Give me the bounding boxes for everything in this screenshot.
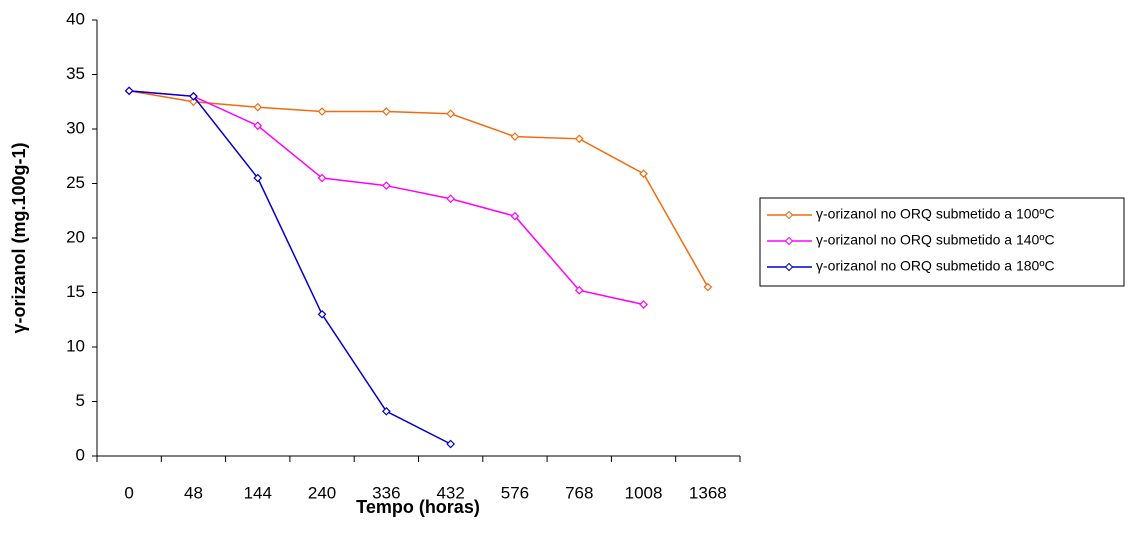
y-tick-label: 10: [66, 336, 85, 355]
legend-marker: [784, 262, 794, 272]
y-tick-label: 20: [66, 227, 85, 246]
point: [317, 173, 327, 183]
point: [574, 285, 584, 295]
point: [639, 300, 648, 309]
legend-marker: [784, 210, 794, 220]
x-tick-label: 144: [244, 483, 272, 502]
legend-marker: [784, 236, 794, 246]
y-axis-title: γ-orizanol (mg.100g-1): [9, 142, 29, 333]
series-line: [129, 90, 709, 288]
x-tick-label: 432: [436, 483, 464, 502]
point: [510, 132, 520, 141]
y-tick-label: 15: [66, 282, 85, 301]
legend-box: [759, 197, 1125, 287]
point: [189, 97, 198, 107]
legend-label: γ-orizanol no ORQ submetido a 100ºC: [816, 206, 1055, 222]
x-tick-label: 240: [308, 483, 336, 502]
point: [510, 211, 520, 221]
point: [124, 86, 134, 96]
legend-label: γ-orizanol no ORQ submetido a 140ºC: [816, 232, 1055, 248]
y-tick-label: 0: [76, 445, 85, 464]
x-tick-label: 768: [565, 483, 593, 502]
point: [639, 169, 648, 179]
point: [317, 107, 327, 116]
series-line: [129, 90, 451, 445]
series-line: [129, 90, 644, 306]
point: [189, 91, 198, 101]
point: [382, 107, 391, 116]
point: [382, 181, 391, 191]
point: [446, 194, 455, 204]
point: [253, 121, 263, 131]
x-tick-label: 1008: [625, 483, 663, 502]
x-tick-label: 0: [124, 483, 133, 502]
x-tick-label: 576: [501, 483, 529, 502]
x-axis-title: Tempo (horas): [356, 497, 480, 517]
x-tick-label: 336: [372, 483, 400, 502]
y-tick-label: 25: [66, 173, 85, 192]
point: [446, 439, 455, 449]
y-tick-label: 40: [66, 9, 85, 28]
x-tick-label: 48: [184, 483, 203, 502]
y-tick-label: 5: [76, 391, 85, 410]
y-tick-label: 30: [66, 118, 85, 137]
y-tick-label: 35: [66, 64, 85, 83]
point: [382, 406, 391, 416]
point: [253, 102, 263, 112]
point: [446, 109, 455, 119]
point: [317, 309, 327, 319]
point: [574, 134, 584, 144]
point: [703, 282, 713, 292]
point: [253, 173, 263, 183]
legend-label: γ-orizanol no ORQ submetido a 180ºC: [816, 258, 1055, 274]
x-tick-label: 1368: [689, 483, 727, 502]
